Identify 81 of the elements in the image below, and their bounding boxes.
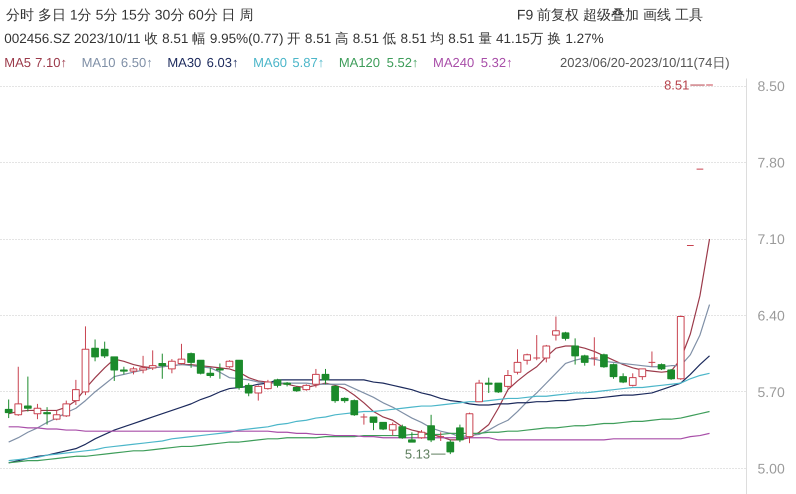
annotation: 8.51 bbox=[664, 78, 690, 93]
candlestick bbox=[43, 406, 51, 426]
candlestick bbox=[494, 382, 502, 394]
candlestick bbox=[52, 410, 61, 421]
candlestick bbox=[91, 338, 99, 362]
candlestick bbox=[100, 341, 109, 359]
text: 5.52↑ bbox=[386, 55, 418, 70]
candlestick bbox=[408, 432, 416, 443]
candlestick bbox=[446, 439, 454, 455]
candlestick bbox=[619, 372, 627, 384]
candlestick bbox=[552, 316, 560, 342]
candlestick bbox=[648, 350, 656, 368]
text: MA10 bbox=[82, 55, 116, 70]
text: 6.50↑ bbox=[120, 55, 153, 70]
line-series bbox=[8, 410, 710, 464]
candlestick bbox=[350, 399, 358, 416]
candlestick bbox=[34, 403, 42, 420]
text: MA120 bbox=[338, 55, 380, 70]
y-tick-label: 6.40 bbox=[758, 307, 785, 324]
candlestick bbox=[24, 376, 32, 412]
text: MA60 bbox=[253, 55, 288, 70]
candlestick bbox=[571, 338, 579, 366]
y-tick-label: 5.70 bbox=[758, 384, 785, 400]
candlestick bbox=[110, 356, 118, 382]
candlestick bbox=[504, 370, 512, 390]
candlestick bbox=[178, 343, 186, 366]
candlestick bbox=[580, 354, 589, 366]
candlestick bbox=[388, 422, 397, 436]
candlestick bbox=[456, 424, 464, 443]
candlestick bbox=[667, 368, 675, 380]
candlestick bbox=[466, 412, 474, 444]
candlestick bbox=[628, 372, 637, 387]
candlestick bbox=[322, 368, 330, 385]
line-series bbox=[8, 355, 710, 464]
y-tick-label: 8.50 bbox=[758, 78, 785, 94]
candlestick bbox=[475, 379, 483, 402]
candlestick bbox=[14, 366, 22, 416]
candlestick bbox=[206, 367, 214, 378]
text: 2023/06/20-2023/10/11(74日) bbox=[560, 55, 730, 70]
candlestick bbox=[187, 352, 195, 368]
y-tick-label: 7.80 bbox=[758, 154, 785, 171]
candlestick bbox=[523, 353, 531, 366]
candlestick bbox=[542, 344, 550, 363]
candlestick bbox=[312, 368, 320, 388]
candlestick bbox=[638, 368, 646, 380]
text: 分时 多日 1分 5分 15分 30分 60分 日 周 bbox=[6, 6, 254, 22]
text: MA240 bbox=[433, 55, 474, 70]
candlestick bbox=[168, 358, 176, 374]
candlestick bbox=[62, 400, 70, 418]
candlestick bbox=[590, 336, 598, 366]
candlestick bbox=[158, 353, 166, 380]
candlestick bbox=[4, 399, 13, 419]
candlestick bbox=[514, 348, 522, 375]
y-tick-label: 5.00 bbox=[758, 460, 785, 476]
candlestick bbox=[532, 334, 541, 361]
candlestick bbox=[148, 350, 157, 371]
text: 7.10↑ bbox=[35, 55, 67, 70]
text: 6.03↑ bbox=[206, 55, 238, 70]
candlestick bbox=[370, 416, 378, 431]
text: MA5 bbox=[4, 55, 31, 70]
candlestick bbox=[254, 384, 262, 402]
candlestick bbox=[196, 360, 205, 375]
line-series bbox=[8, 372, 710, 462]
text: 5.32↑ bbox=[480, 55, 513, 70]
candlestick bbox=[72, 379, 80, 406]
text: F9 前复权 超级叠加 画线 工具 bbox=[516, 6, 703, 22]
candlestick bbox=[484, 377, 493, 394]
candlestick bbox=[264, 379, 272, 390]
candlestick bbox=[244, 382, 253, 397]
text: 002456.SZ 2023/10/11 收 8.51 幅 9.95%(0.77) 开 8.51 高 8.51 低 8.51 均 8.51 量 41.15万 换 1.27% bbox=[4, 31, 604, 46]
candlestick bbox=[427, 414, 435, 443]
text: 5.87↑ bbox=[292, 55, 324, 70]
text: MA30 bbox=[167, 55, 202, 70]
line-series bbox=[8, 304, 710, 443]
candlestick bbox=[216, 362, 224, 380]
line-series bbox=[8, 426, 710, 441]
candlestick bbox=[331, 384, 339, 404]
y-tick-label: 7.10 bbox=[758, 231, 785, 248]
annotation: 5.13 bbox=[404, 446, 430, 462]
candlestick bbox=[360, 413, 368, 426]
candlestick bbox=[398, 424, 406, 440]
